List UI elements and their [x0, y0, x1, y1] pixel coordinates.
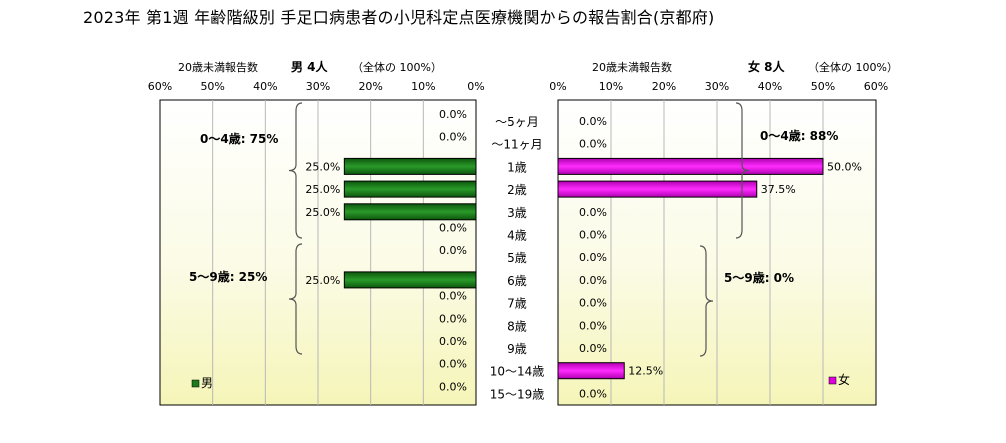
bar-female [557, 362, 625, 380]
data-label-female: 0.0% [579, 342, 607, 355]
x-tick-label-female: 60% [864, 80, 888, 93]
data-label-female: 0.0% [579, 138, 607, 151]
data-label-female: 12.5% [628, 365, 663, 378]
data-label-male: 0.0% [439, 380, 467, 393]
data-label-male: 0.0% [439, 108, 467, 121]
brace-male-5-9 [288, 243, 303, 355]
male-share-note: （全体の 100%） [352, 60, 442, 74]
x-tick-label-female: 40% [758, 80, 782, 93]
category-label: 8歳 [507, 319, 527, 333]
female-count: 女 8人 [748, 59, 786, 74]
data-label-female: 0.0% [579, 251, 607, 264]
category-label: 4歳 [507, 229, 527, 243]
bar-male [343, 180, 477, 198]
brace-female-5-9 [699, 245, 714, 357]
x-tick-label-female: 0% [549, 80, 566, 93]
brace-male-0-4 [288, 102, 303, 239]
male-header-label: 20歳未満報告数 [178, 61, 258, 74]
group-label-female-5-9: 5～9歳: 0% [724, 270, 794, 285]
data-label-female: 0.0% [579, 319, 607, 332]
data-label-male: 25.0% [305, 274, 340, 287]
category-label: 10～14歳 [490, 365, 545, 379]
data-label-female: 0.0% [579, 297, 607, 310]
data-label-male: 0.0% [439, 312, 467, 325]
group-label-female-0-4: 0～4歳: 88% [760, 128, 838, 143]
legend-swatch-female [828, 376, 837, 385]
chart-title: 2023年 第1週 年齢階級別 手足口病患者の小児科定点医療機関からの報告割合(… [83, 8, 715, 27]
data-label-male: 0.0% [439, 244, 467, 257]
group-label-male-0-4: 0～4歳: 75% [200, 131, 278, 146]
data-label-male: 25.0% [305, 160, 340, 173]
category-label: 15～19歳 [490, 387, 545, 401]
category-label: 6歳 [507, 274, 527, 288]
female-share-note: （全体の 100%） [808, 60, 898, 74]
x-tick-label-male: 10% [411, 80, 435, 93]
category-label: 2歳 [507, 183, 527, 197]
category-label: ～11ヶ月 [491, 138, 542, 152]
brace-female-0-4 [735, 102, 750, 239]
bar-female [557, 180, 758, 198]
x-tick-label-female: 30% [705, 80, 729, 93]
data-label-male: 25.0% [305, 183, 340, 196]
data-label-male: 0.0% [439, 290, 467, 303]
data-label-female: 0.0% [579, 274, 607, 287]
x-tick-label-male: 30% [306, 80, 330, 93]
data-label-female: 0.0% [579, 387, 607, 400]
category-label: 9歳 [507, 342, 527, 356]
data-label-female: 0.0% [579, 115, 607, 128]
data-label-female: 37.5% [761, 183, 796, 196]
category-label: ～5ヶ月 [495, 115, 539, 129]
x-tick-label-female: 20% [652, 80, 676, 93]
x-tick-label-female: 50% [811, 80, 835, 93]
data-label-female: 0.0% [579, 206, 607, 219]
data-label-male: 0.0% [439, 358, 467, 371]
category-label: 3歳 [507, 206, 527, 220]
x-tick-label-male: 20% [358, 80, 382, 93]
bar-male [343, 271, 477, 289]
data-label-male: 0.0% [439, 131, 467, 144]
data-label-male: 25.0% [305, 206, 340, 219]
x-tick-label-male: 60% [148, 80, 172, 93]
x-tick-label-male: 40% [253, 80, 277, 93]
legend-swatch-male [191, 379, 200, 388]
bar-male [343, 203, 477, 221]
group-label-male-5-9: 5～9歳: 25% [189, 269, 267, 284]
data-label-male: 0.0% [439, 335, 467, 348]
category-label: 5歳 [507, 251, 527, 265]
data-label-female: 0.0% [579, 229, 607, 242]
data-label-male: 0.0% [439, 222, 467, 235]
male-count: 男 4人 [291, 59, 329, 74]
bar-female [557, 157, 824, 175]
category-label: 7歳 [507, 297, 527, 311]
data-label-female: 50.0% [827, 160, 862, 173]
category-label: 1歳 [507, 160, 527, 174]
x-tick-label-female: 10% [599, 80, 623, 93]
legend-label-male: 男 [201, 376, 213, 390]
x-tick-label-male: 0% [467, 80, 484, 93]
female-header-label: 20歳未満報告数 [592, 61, 672, 74]
x-tick-label-male: 50% [200, 80, 224, 93]
bar-male [343, 157, 477, 175]
legend-label-female: 女 [838, 372, 850, 387]
